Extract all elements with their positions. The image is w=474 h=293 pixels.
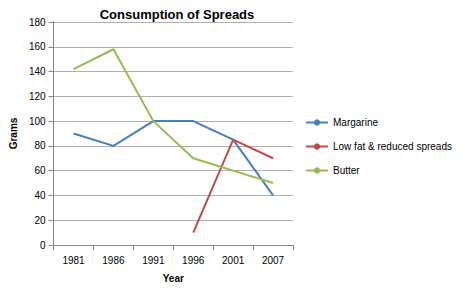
svg-text:Grams: Grams — [8, 117, 19, 149]
svg-text:Butter: Butter — [333, 165, 360, 176]
svg-text:60: 60 — [34, 165, 46, 176]
svg-text:1986: 1986 — [102, 255, 125, 266]
svg-text:2001: 2001 — [222, 255, 245, 266]
svg-text:Consumption of Spreads: Consumption of Spreads — [100, 7, 255, 22]
svg-text:140: 140 — [29, 66, 46, 77]
svg-text:80: 80 — [34, 140, 46, 151]
svg-text:Low fat & reduced spreads: Low fat & reduced spreads — [333, 141, 452, 152]
svg-text:2007: 2007 — [262, 255, 285, 266]
svg-text:20: 20 — [34, 215, 46, 226]
svg-text:Year: Year — [163, 273, 184, 284]
svg-text:120: 120 — [29, 91, 46, 102]
svg-text:160: 160 — [29, 41, 46, 52]
svg-text:100: 100 — [29, 116, 46, 127]
svg-text:1996: 1996 — [182, 255, 205, 266]
svg-text:Margarine: Margarine — [333, 117, 378, 128]
svg-text:0: 0 — [40, 240, 46, 251]
svg-text:1991: 1991 — [142, 255, 165, 266]
svg-text:180: 180 — [29, 17, 46, 28]
svg-text:40: 40 — [34, 190, 46, 201]
svg-text:1981: 1981 — [62, 255, 85, 266]
